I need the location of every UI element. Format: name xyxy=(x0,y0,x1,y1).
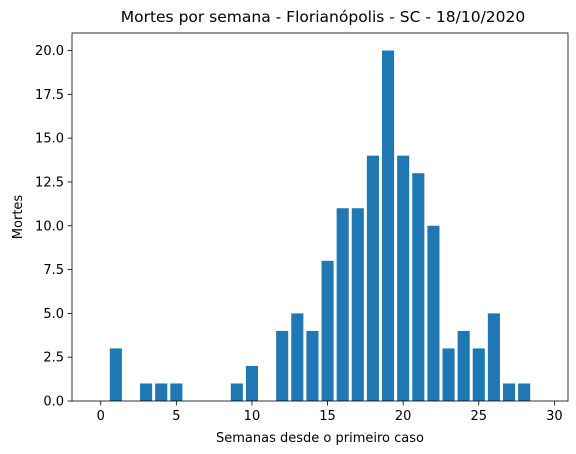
bar-week-23 xyxy=(442,348,455,401)
chart-title: Mortes por semana - Florianópolis - SC -… xyxy=(121,8,526,26)
bar-week-20 xyxy=(397,155,410,401)
y-tick-label: 15.0 xyxy=(35,132,64,147)
y-tick-label: 5.0 xyxy=(43,307,64,322)
bar-week-10 xyxy=(245,365,258,401)
x-tick-label: 5 xyxy=(172,409,180,424)
bar-week-28 xyxy=(518,383,531,401)
plot-frame xyxy=(71,32,569,402)
x-tick-label: 30 xyxy=(546,409,563,424)
bar-week-15 xyxy=(321,260,334,401)
bars xyxy=(109,50,531,402)
bar-week-5 xyxy=(170,383,183,401)
bar-week-18 xyxy=(366,155,379,401)
bar-week-27 xyxy=(502,383,516,401)
y-axis-label: Mortes xyxy=(11,195,26,240)
bar-week-12 xyxy=(276,330,289,401)
y-tick-label: 0.0 xyxy=(43,395,64,410)
x-tick-label: 15 xyxy=(319,409,336,424)
bar-week-4 xyxy=(155,383,168,401)
bar-week-22 xyxy=(427,225,440,401)
bar-week-13 xyxy=(291,313,304,401)
bar-week-1 xyxy=(109,348,122,401)
bar-week-14 xyxy=(306,330,319,401)
bar-week-3 xyxy=(140,383,153,401)
y-tick-label: 10.0 xyxy=(35,219,64,234)
x-axis-ticks: 0 5 10 15 20 25 30 xyxy=(97,401,563,424)
bar-week-24 xyxy=(457,330,470,401)
bar-week-25 xyxy=(472,348,485,401)
x-axis-label: Semanas desde o primeiro caso xyxy=(216,431,424,446)
y-tick-label: 7.5 xyxy=(43,263,64,278)
y-tick-label: 17.5 xyxy=(35,88,64,103)
bar-week-16 xyxy=(336,208,349,401)
y-tick-label: 12.5 xyxy=(35,175,64,190)
y-tick-label: 20.0 xyxy=(35,44,64,59)
bar-week-9 xyxy=(230,383,243,401)
bar-week-21 xyxy=(412,173,425,401)
x-tick-label: 10 xyxy=(244,409,261,424)
x-tick-label: 20 xyxy=(395,409,412,424)
bar-week-17 xyxy=(351,208,364,401)
x-tick-label: 25 xyxy=(471,409,488,424)
y-axis-ticks: 0.0 2.5 5.0 7.5 10.0 12.5 15.0 17.5 20.0 xyxy=(35,44,72,410)
bar-week-19 xyxy=(382,50,395,402)
bar-week-26 xyxy=(487,313,500,401)
y-tick-label: 2.5 xyxy=(43,351,64,366)
x-tick-label: 0 xyxy=(97,409,105,424)
